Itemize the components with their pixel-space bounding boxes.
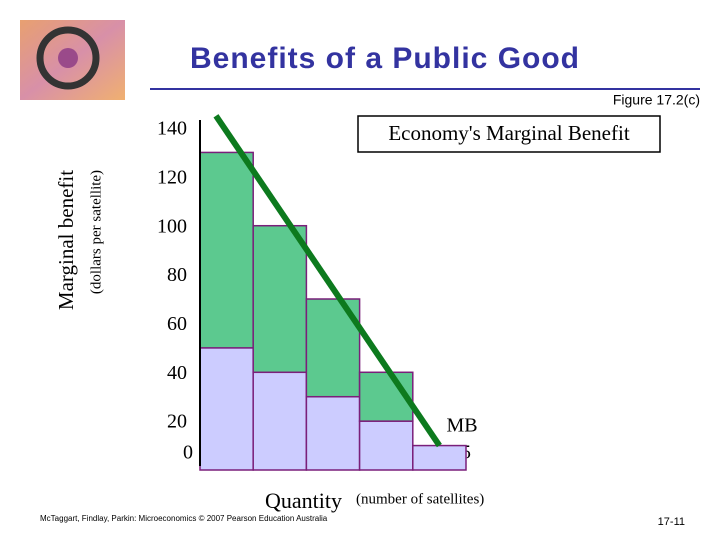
y-tick-label: 60	[167, 313, 187, 335]
bar-segment	[252, 224, 308, 374]
page-number: 17-11	[658, 516, 685, 528]
bar-segment	[358, 420, 414, 471]
bar-segment	[412, 444, 467, 471]
y-axis-subtitle: (dollars per satellite)	[88, 170, 104, 294]
plot: 20406080100120140012345MBEconomy's Margi…	[54, 114, 661, 513]
bar-segment	[305, 395, 361, 471]
y-tick-label: 100	[157, 215, 187, 237]
logo	[20, 20, 125, 100]
bar-segment	[199, 151, 254, 349]
y-tick-label: 80	[167, 264, 187, 286]
x-axis-subtitle: (number of satellites)	[356, 491, 484, 507]
x-tick-label: 0	[183, 442, 193, 464]
mb-line	[213, 114, 442, 448]
title: Benefits of a Public Good	[190, 42, 580, 75]
x-axis-title: Quantity	[265, 488, 342, 513]
bar-segment	[252, 371, 308, 471]
bar-segment	[199, 347, 254, 471]
line-label: MB	[446, 415, 477, 437]
figure-label: Figure 17.2(c)	[613, 92, 700, 108]
y-axis-title: Marginal benefit	[54, 170, 78, 310]
y-tick-label: 20	[167, 411, 187, 433]
annotation: Economy's Marginal Benefit	[388, 121, 630, 145]
y-tick-label: 120	[157, 166, 187, 188]
annotation-box	[357, 115, 661, 153]
citation: McTaggart, Findlay, Parkin: Microeconomi…	[40, 514, 328, 523]
y-tick-label: 140	[157, 118, 187, 140]
y-tick-label: 40	[167, 362, 187, 384]
